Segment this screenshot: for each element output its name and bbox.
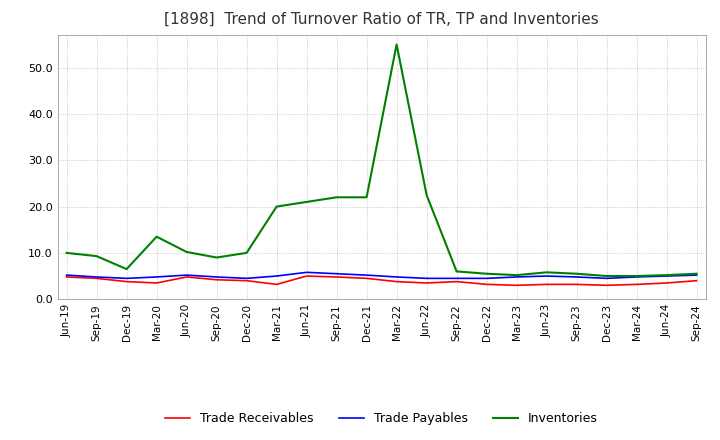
Trade Payables <box>92 274 101 279</box>
Trade Receivables <box>122 279 131 284</box>
Inventories <box>452 269 461 274</box>
Trade Receivables <box>693 278 701 283</box>
Trade Receivables <box>182 274 191 279</box>
Line: Trade Payables: Trade Payables <box>66 272 697 279</box>
Trade Receivables <box>572 282 581 287</box>
Inventories <box>272 204 281 209</box>
Trade Payables <box>662 273 671 279</box>
Inventories <box>572 271 581 276</box>
Trade Payables <box>302 270 311 275</box>
Trade Payables <box>362 272 371 278</box>
Trade Payables <box>513 274 521 279</box>
Trade Receivables <box>542 282 551 287</box>
Trade Payables <box>153 274 161 279</box>
Inventories <box>362 194 371 200</box>
Trade Payables <box>542 273 551 279</box>
Inventories <box>422 192 431 198</box>
Trade Receivables <box>92 276 101 281</box>
Inventories <box>153 234 161 239</box>
Trade Receivables <box>632 282 641 287</box>
Trade Receivables <box>482 282 491 287</box>
Trade Payables <box>392 274 401 279</box>
Trade Payables <box>242 276 251 281</box>
Legend: Trade Receivables, Trade Payables, Inventories: Trade Receivables, Trade Payables, Inven… <box>161 407 603 430</box>
Title: [1898]  Trend of Turnover Ratio of TR, TP and Inventories: [1898] Trend of Turnover Ratio of TR, TP… <box>164 12 599 27</box>
Trade Receivables <box>272 282 281 287</box>
Trade Payables <box>482 276 491 281</box>
Trade Payables <box>602 276 611 281</box>
Trade Payables <box>632 274 641 279</box>
Trade Receivables <box>212 277 221 282</box>
Inventories <box>92 253 101 259</box>
Trade Payables <box>572 274 581 279</box>
Inventories <box>122 267 131 272</box>
Inventories <box>542 270 551 275</box>
Line: Inventories: Inventories <box>66 44 697 276</box>
Inventories <box>242 250 251 256</box>
Trade Payables <box>272 273 281 279</box>
Inventories <box>302 199 311 205</box>
Trade Receivables <box>422 280 431 286</box>
Trade Payables <box>122 276 131 281</box>
Trade Receivables <box>62 274 71 279</box>
Trade Receivables <box>602 282 611 288</box>
Trade Receivables <box>513 282 521 288</box>
Trade Receivables <box>333 274 341 279</box>
Trade Payables <box>333 271 341 276</box>
Inventories <box>182 249 191 255</box>
Inventories <box>662 272 671 278</box>
Trade Payables <box>212 274 221 279</box>
Trade Payables <box>182 272 191 278</box>
Inventories <box>482 271 491 276</box>
Inventories <box>513 272 521 278</box>
Trade Payables <box>693 272 701 278</box>
Trade Receivables <box>392 279 401 284</box>
Trade Receivables <box>662 280 671 286</box>
Trade Payables <box>62 272 71 278</box>
Trade Receivables <box>153 280 161 286</box>
Trade Receivables <box>302 273 311 279</box>
Trade Receivables <box>362 276 371 281</box>
Trade Receivables <box>242 278 251 283</box>
Trade Payables <box>452 276 461 281</box>
Trade Payables <box>422 276 431 281</box>
Line: Trade Receivables: Trade Receivables <box>66 276 697 285</box>
Inventories <box>212 255 221 260</box>
Inventories <box>392 42 401 47</box>
Inventories <box>62 250 71 256</box>
Inventories <box>602 273 611 279</box>
Inventories <box>693 271 701 276</box>
Inventories <box>333 194 341 200</box>
Inventories <box>632 273 641 279</box>
Trade Receivables <box>452 279 461 284</box>
